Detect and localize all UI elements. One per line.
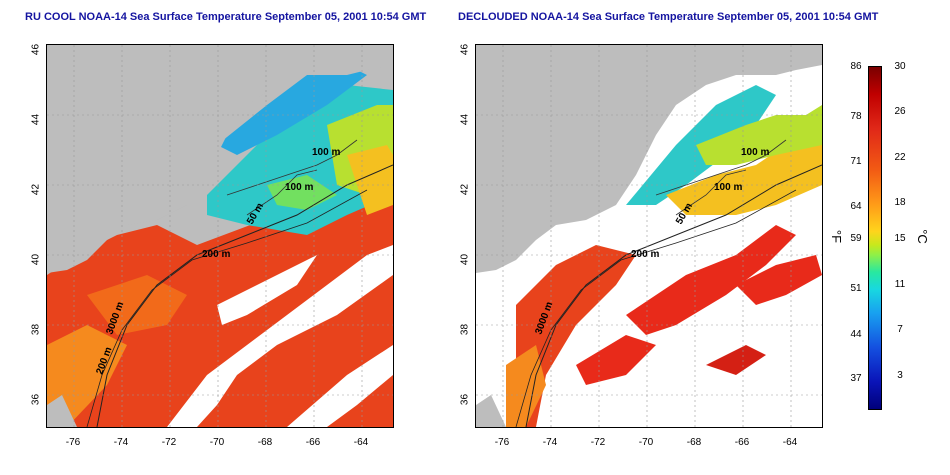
lon-tick-70-right: -70 [638,437,654,448]
lon-tick-70-left: -70 [209,437,225,448]
lon-tick-76-left: -76 [65,437,81,448]
colorbar-c-tick-7: 7 [897,324,903,335]
lat-tick-40-left: 40 [30,253,42,266]
contour-label-100m-b-right: 100 m [714,182,742,193]
lat-tick-38-right: 38 [459,323,471,336]
lat-tick-46-left: 46 [30,43,42,56]
colorbar-f-tick-44: 44 [850,329,862,340]
lon-tick-74-left: -74 [113,437,129,448]
contour-label-200m-right: 200 m [631,249,659,260]
colorbar-c-tick-30: 30 [894,61,906,72]
colorbar-f-tick-59: 59 [850,233,862,244]
colorbar-f-tick-37: 37 [850,373,862,384]
colorbar-f-tick-51: 51 [850,283,862,294]
left-map-title: RU COOL NOAA-14 Sea Surface Temperature … [25,11,427,23]
contour-label-200m: 200 m [202,249,230,260]
right-map-title: DECLOUDED NOAA-14 Sea Surface Temperatur… [458,11,879,23]
lon-tick-68-right: -68 [686,437,702,448]
fahrenheit-unit-label: °F [829,229,845,244]
left-sst-map: 100 m 100 m 50 m 200 m 3000 m 200 m [46,44,394,428]
contour-label-100m-b: 100 m [285,182,313,193]
colorbar-f-tick-78: 78 [850,111,862,122]
lon-tick-72-right: -72 [590,437,606,448]
colorbar-c-tick-22: 22 [894,152,906,163]
lat-tick-40-right: 40 [459,253,471,266]
contour-label-100m-a: 100 m [312,147,340,158]
temperature-colorbar [868,66,882,410]
lat-tick-38-left: 38 [30,323,42,336]
lat-tick-42-right: 42 [459,183,471,196]
lat-tick-46-right: 46 [459,43,471,56]
colorbar-f-tick-71: 71 [850,156,862,167]
colorbar-f-tick-64: 64 [850,201,862,212]
colorbar-c-tick-15: 15 [894,233,906,244]
lat-tick-42-left: 42 [30,183,42,196]
lon-tick-64-left: -64 [353,437,369,448]
lon-tick-64-right: -64 [782,437,798,448]
colorbar-c-tick-26: 26 [894,106,906,117]
lon-tick-68-left: -68 [257,437,273,448]
lon-tick-72-left: -72 [161,437,177,448]
lat-tick-44-left: 44 [30,113,42,126]
lon-tick-76-right: -76 [494,437,510,448]
right-sst-map: 100 m 100 m 50 m 200 m 3000 m [475,44,823,428]
contour-label-100m-a-right: 100 m [741,147,769,158]
lon-tick-74-right: -74 [542,437,558,448]
lat-tick-44-right: 44 [459,113,471,126]
lon-tick-66-left: -66 [305,437,321,448]
colorbar-c-tick-3: 3 [897,370,903,381]
colorbar-f-tick-86: 86 [850,61,862,72]
lat-tick-36-right: 36 [459,393,471,406]
lon-tick-66-right: -66 [734,437,750,448]
colorbar-c-tick-11: 11 [894,279,906,290]
celsius-unit-label: °C [914,229,930,244]
lat-tick-36-left: 36 [30,393,42,406]
colorbar-c-tick-18: 18 [894,197,906,208]
